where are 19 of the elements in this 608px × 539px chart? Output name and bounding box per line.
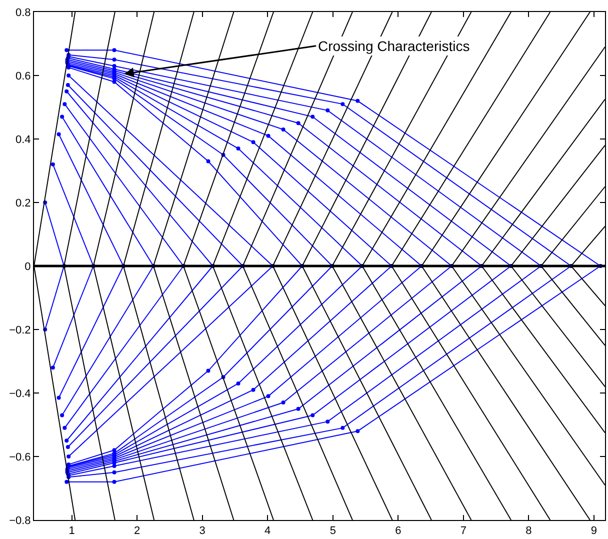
y-tick-label: 0.6: [16, 70, 31, 82]
y-tick-label: 0.2: [16, 197, 31, 210]
y-tick-label: −0.8: [9, 514, 31, 527]
y-tick-label: 0.4: [16, 134, 31, 146]
x-tick-label: 6: [395, 525, 402, 538]
annotation: Crossing Characteristics: [318, 38, 470, 54]
x-tick-label: 8: [526, 525, 532, 538]
x-tick-label: 5: [330, 525, 336, 538]
x-tick-label: 4: [264, 525, 271, 538]
y-tick-label: −0.4: [9, 388, 31, 400]
x-tick-label: 1: [68, 525, 75, 538]
x-tick-label: 9: [590, 525, 597, 538]
x-tick-label: 7: [460, 525, 466, 538]
y-tick-label: −0.6: [9, 451, 31, 464]
x-tick-label: 3: [199, 525, 206, 538]
y-tick-label: −0.2: [9, 324, 31, 336]
y-tick-label: 0.8: [16, 6, 31, 19]
y-tick-label: 0: [24, 260, 31, 273]
x-tick-label: 2: [134, 525, 140, 538]
